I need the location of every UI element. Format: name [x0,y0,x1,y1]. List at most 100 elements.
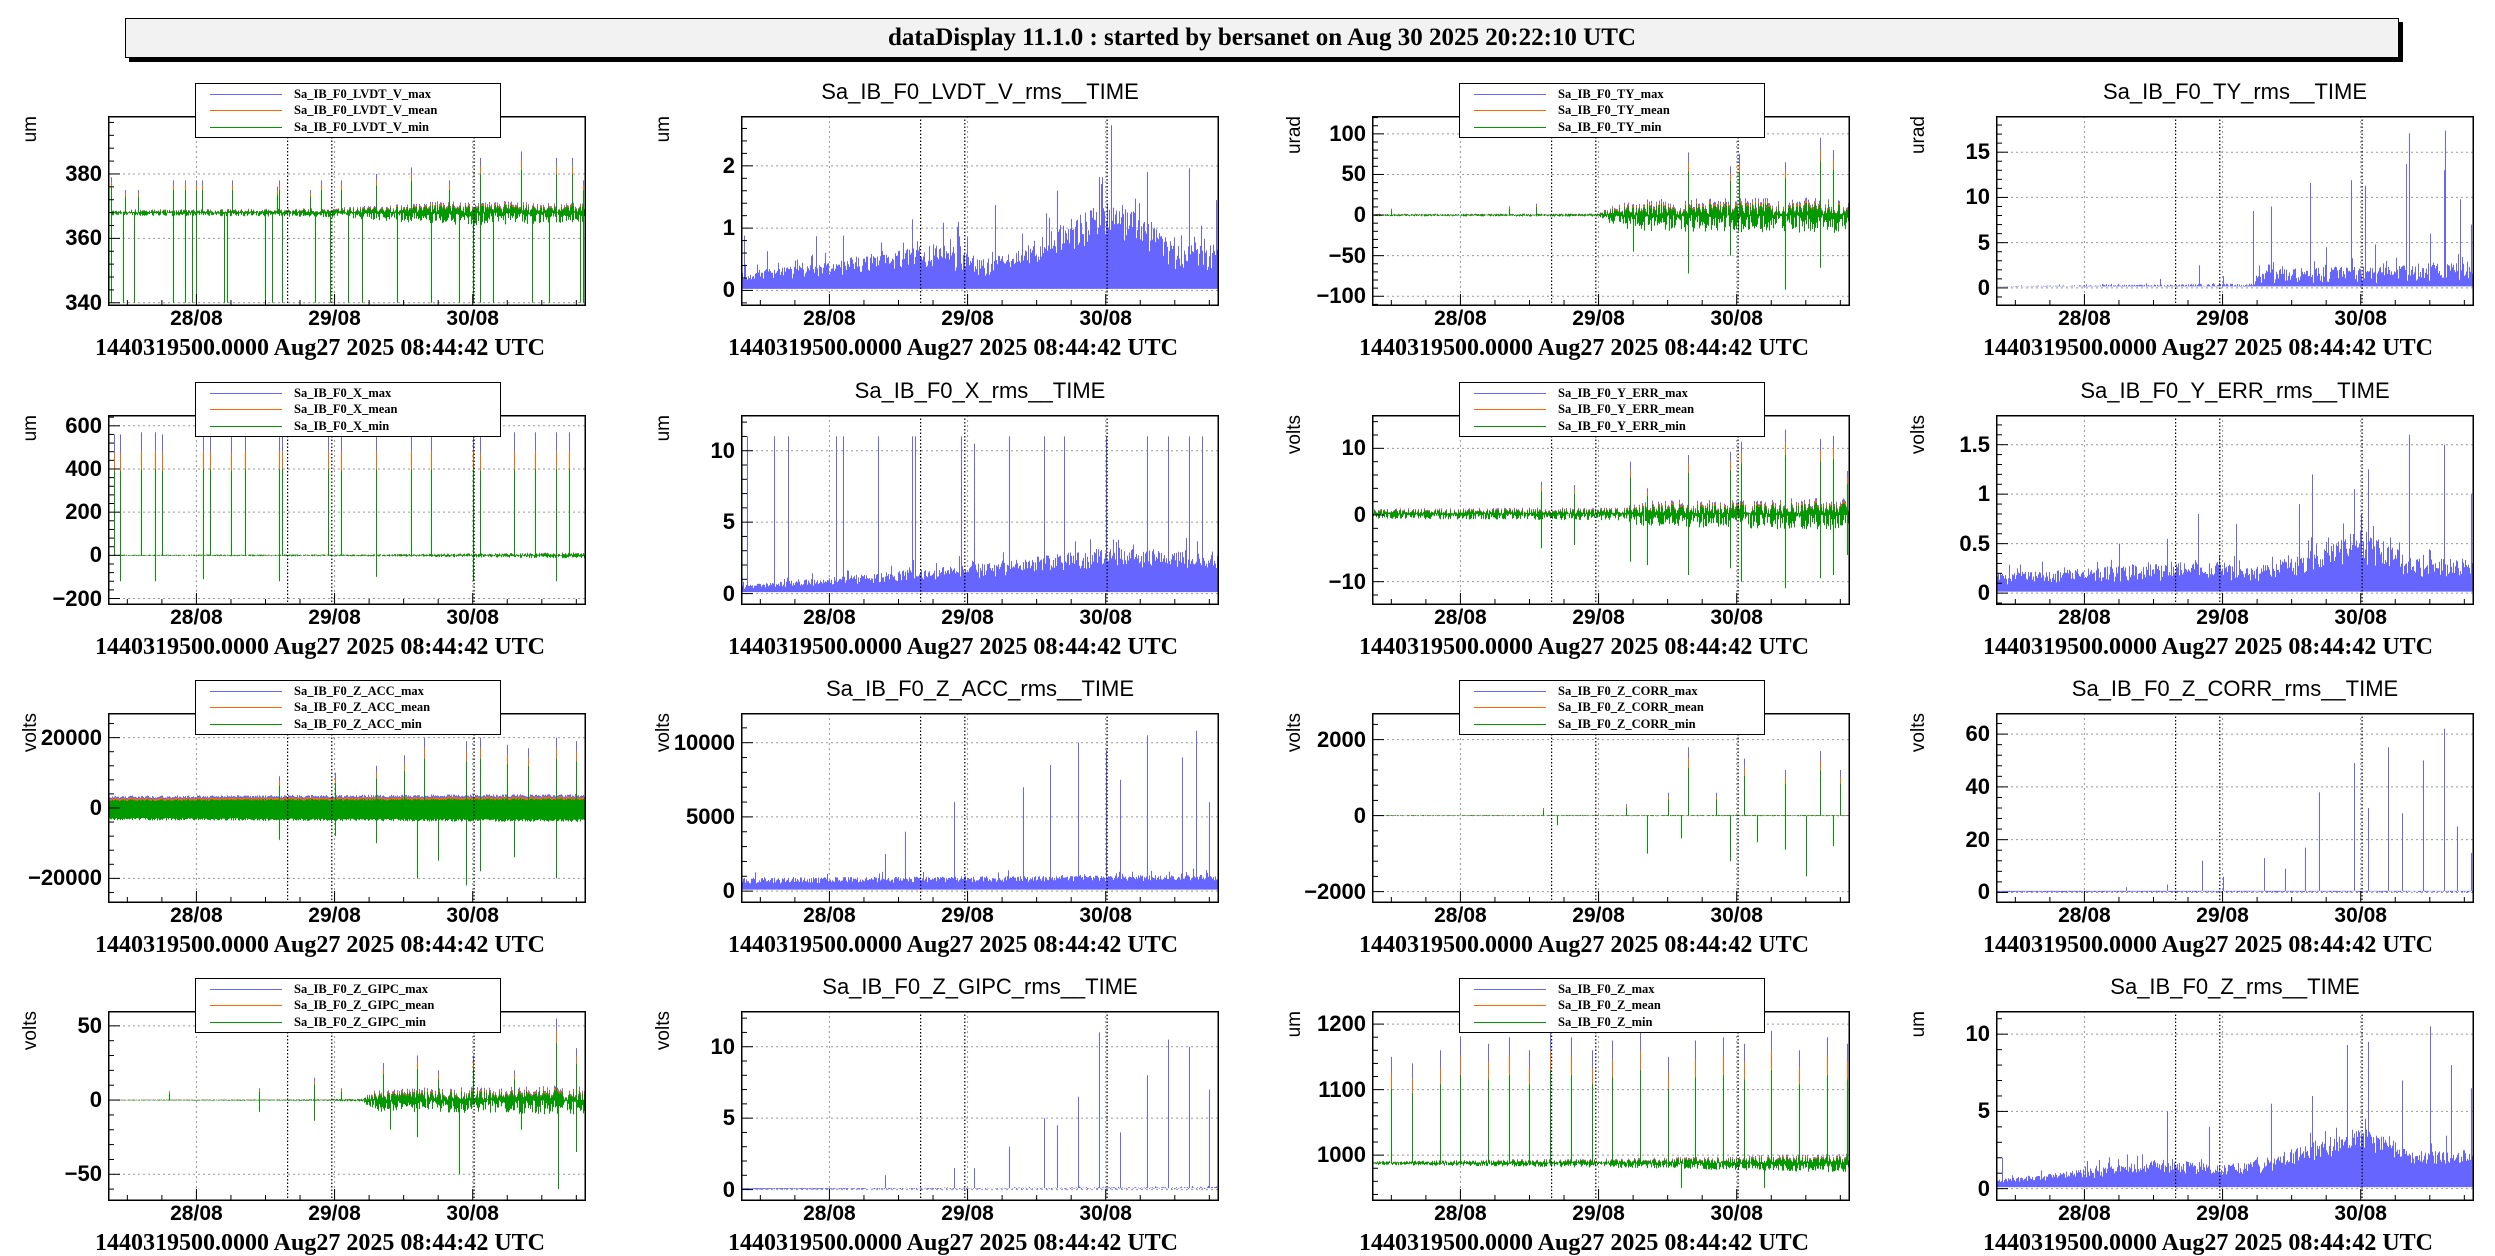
legend-line-swatch [210,1005,282,1007]
y-tick-label: 5 [722,509,735,535]
y-axis-label: um [653,415,674,442]
rms-series-bars [741,436,1219,593]
time-offset-label: 1440319500.0000 Aug27 2025 08:44:42 UTC [94,1230,545,1256]
legend-line-swatch [1474,1005,1546,1007]
y-tick-label: 1200 [1317,1011,1366,1037]
legend-line-swatch [210,93,282,95]
legend-label: Sa_IB_F0_Y_ERR_max [1558,385,1688,400]
y-tick-label: 5 [1977,229,1990,255]
rms-series-bars [741,125,1219,289]
plot-area [741,116,1219,306]
y-tick-label: 200 [65,499,102,525]
rms-series-bars [741,1032,1219,1190]
y-tick-label: 15 [1965,139,1990,165]
x-tick-label: 29/08 [941,1202,994,1225]
plot-pad: um 0 5 10 28/08 29/08 30/08 1440319500.0000 Aug… [1888,955,2495,1256]
legend-label: Sa_IB_F0_Y_ERR_min [1558,418,1686,433]
time-offset-label: 1440319500.0000 Aug27 2025 08:44:42 UTC [1358,932,1809,958]
y-tick-label: 40 [1965,773,1990,799]
x-tick-label: 28/08 [803,606,856,629]
y-tick-label: 100 [1329,120,1366,146]
plot-frame [1372,713,1850,903]
legend-entry: Sa_IB_F0_Z_min [1460,1014,1764,1031]
y-axis-label: um [653,116,674,143]
rms-series-bars [1996,434,2474,592]
legend: Sa_IB_F0_TY_max Sa_IB_F0_TY_mean Sa_IB_F0_… [1459,83,1765,138]
y-tick-label: −100 [1316,283,1366,309]
legend-line-swatch [210,409,282,411]
rms-series-bars [1996,130,2474,287]
x-tick-label: 28/08 [170,606,223,629]
legend-label: Sa_IB_F0_TY_max [1558,86,1664,101]
plot-frame [1996,116,2474,306]
legend-label: Sa_IB_F0_Z_CORR_max [1558,683,1698,698]
x-tick-label: 30/08 [1710,904,1763,927]
y-tick-label: 1000 [1317,1142,1366,1168]
plot-title: Sa_IB_F0_LVDT_V_rms__TIME [821,79,1139,104]
legend: Sa_IB_F0_Z_max Sa_IB_F0_Z_mean Sa_IB_F0_Z_… [1459,978,1765,1033]
y-tick-label: 1 [1977,481,1990,507]
plot-title: Sa_IB_F0_TY_rms__TIME [2102,79,2368,104]
legend-entry: Sa_IB_F0_Z_CORR_max [1460,683,1764,700]
y-tick-label: 0 [89,542,102,568]
y-tick-label: 0 [1977,1175,1990,1201]
legend-line-swatch [210,392,282,394]
legend-entry: Sa_IB_F0_Z_GIPC_mean [196,998,500,1015]
mean-series-trace [108,450,586,558]
plot-frame [1996,1011,2474,1201]
plot-area [1996,713,2474,903]
x-tick-label: 28/08 [170,904,223,927]
plot-pad: volts 0 5 10 28/08 29/08 30/08 1440319500.0000 … [633,955,1253,1256]
legend-entry: Sa_IB_F0_Z_GIPC_min [196,1014,500,1031]
min-series-trace [1372,767,1850,877]
legend-entry: Sa_IB_F0_TY_min [1460,119,1764,136]
legend-label: Sa_IB_F0_TY_min [1558,119,1662,134]
legend: Sa_IB_F0_Z_ACC_max Sa_IB_F0_Z_ACC_mean Sa_… [195,680,501,735]
y-tick-label: 5000 [686,803,735,829]
y-tick-label: 60 [1965,721,1990,747]
x-tick-label: 29/08 [941,606,994,629]
plot-pad: volts 0 5000 10000 28/08 29/08 30/08 1440319500… [633,657,1253,958]
plot-frame [741,713,1219,903]
x-tick-label: 29/08 [2196,904,2249,927]
legend-entry: Sa_IB_F0_X_mean [196,402,500,419]
plot-pad: um 1000 1100 1200 28/08 29/08 30/08 1440319500.… [1264,955,1884,1256]
x-tick-label: 30/08 [1079,1202,1132,1225]
legend-line-swatch [1474,1021,1546,1023]
plot-pad: volts −20000 0 20000 28/08 29/08 30/08 14403195… [0,657,620,958]
plot-area [1996,1011,2474,1201]
legend-line-swatch [210,1021,282,1023]
plot-area [1372,116,1850,306]
x-tick-label: 30/08 [1710,606,1763,629]
plot-area [108,713,586,903]
time-offset-label: 1440319500.0000 Aug27 2025 08:44:42 UTC [94,634,545,660]
plot-frame [1372,1011,1850,1201]
y-tick-label: −200 [52,585,102,611]
legend-line-swatch [210,690,282,692]
x-tick-label: 29/08 [2196,307,2249,330]
y-tick-label: 1.5 [1959,431,1990,457]
y-tick-label: −50 [64,1161,102,1187]
legend: Sa_IB_F0_LVDT_V_max Sa_IB_F0_LVDT_V_mean S… [195,83,501,138]
mean-series-trace [1372,1050,1850,1166]
max-series-trace [108,151,586,213]
max-series-trace [109,432,586,556]
plot-pad: volts −10 0 10 28/08 29/08 30/08 1440319500.000… [1264,359,1884,660]
y-tick-label: 5 [1977,1098,1990,1124]
plot-frame [741,116,1219,306]
plot-area [741,713,1219,903]
legend-entry: Sa_IB_F0_Z_ACC_min [196,716,500,733]
y-tick-label: 0 [1353,202,1366,228]
y-tick-label: 2000 [1317,726,1366,752]
time-offset-label: 1440319500.0000 Aug27 2025 08:44:42 UTC [94,932,545,958]
y-axis-label: um [20,116,41,143]
y-tick-label: 10 [1341,435,1366,461]
legend-line-swatch [1474,126,1546,128]
x-tick-label: 30/08 [446,904,499,927]
legend-line-swatch [1474,392,1546,394]
y-tick-label: 10000 [673,729,735,755]
x-tick-label: 29/08 [2196,1202,2249,1225]
plot-title: Sa_IB_F0_X_rms__TIME [854,378,1106,403]
legend-line-swatch [210,988,282,990]
y-tick-label: 0 [722,1176,735,1202]
